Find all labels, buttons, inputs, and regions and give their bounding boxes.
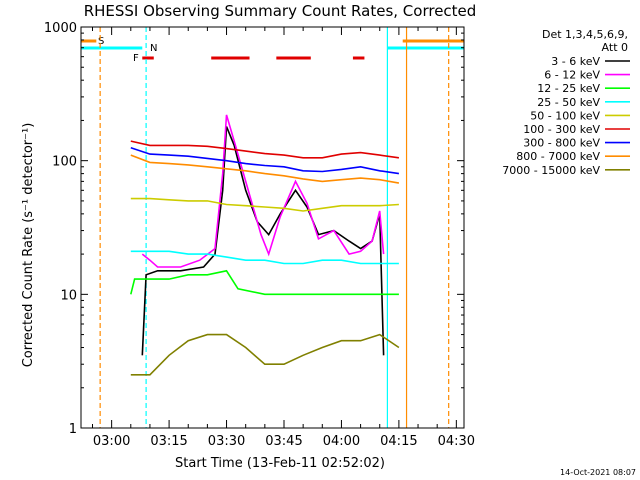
n-label: N: [150, 43, 157, 54]
y-tick-label: 1000: [44, 21, 77, 36]
series-line: [141, 114, 385, 268]
legend-title: Det 1,3,4,5,6,9,: [542, 28, 628, 41]
legend-label: 800 - 7000 keV: [516, 150, 600, 163]
legend-label: 7000 - 15000 keV: [502, 164, 600, 177]
x-tick-label: 03:15: [150, 434, 187, 449]
series-line: [130, 197, 399, 212]
x-tick-label: 04:30: [438, 434, 475, 449]
series-line: [130, 154, 400, 184]
f-label: F: [133, 53, 139, 64]
s-label: S: [98, 36, 104, 47]
legend-label: 3 - 6 keV: [551, 55, 600, 68]
legend-label: 300 - 800 keV: [523, 137, 600, 150]
legend-label: 50 - 100 keV: [530, 109, 600, 122]
x-tick-label: 03:45: [265, 434, 302, 449]
chart-title: RHESSI Observing Summary Count Rates, Co…: [84, 2, 477, 20]
x-tick-label: 03:30: [208, 434, 245, 449]
legend-label: 12 - 25 keV: [537, 82, 600, 95]
plot-area: S NF: [81, 27, 464, 428]
x-axis: 03:00 03:15 03:30 03:45 04:00 04:15 04:30: [91, 27, 475, 449]
legend-label: 6 - 12 keV: [544, 69, 600, 82]
legend-label: 100 - 300 keV: [523, 123, 600, 136]
y-axis-label: Corrected Count Rate (s⁻¹ detector⁻¹): [21, 123, 36, 368]
series-line: [130, 333, 400, 376]
y-axis: 1 10 100 1000: [44, 21, 464, 437]
footer-timestamp: 14-Oct-2021 08:07: [560, 468, 636, 477]
series-line: [130, 250, 399, 265]
x-tick-label: 04:00: [323, 434, 360, 449]
plot-frame: [80, 26, 465, 429]
series-line: [130, 140, 400, 159]
series-line: [130, 269, 399, 296]
series-line: [141, 126, 385, 356]
y-tick-label: 100: [52, 155, 77, 170]
legend-label: 25 - 50 keV: [537, 96, 600, 109]
legend-title: Att 0: [602, 41, 628, 54]
x-axis-label: Start Time (13-Feb-11 02:52:02): [175, 456, 385, 471]
series-line: [130, 146, 400, 175]
x-tick-label: 03:00: [93, 434, 130, 449]
y-tick-label: 10: [60, 288, 77, 303]
y-tick-label: 1: [69, 422, 77, 437]
x-tick-label: 04:15: [380, 434, 417, 449]
